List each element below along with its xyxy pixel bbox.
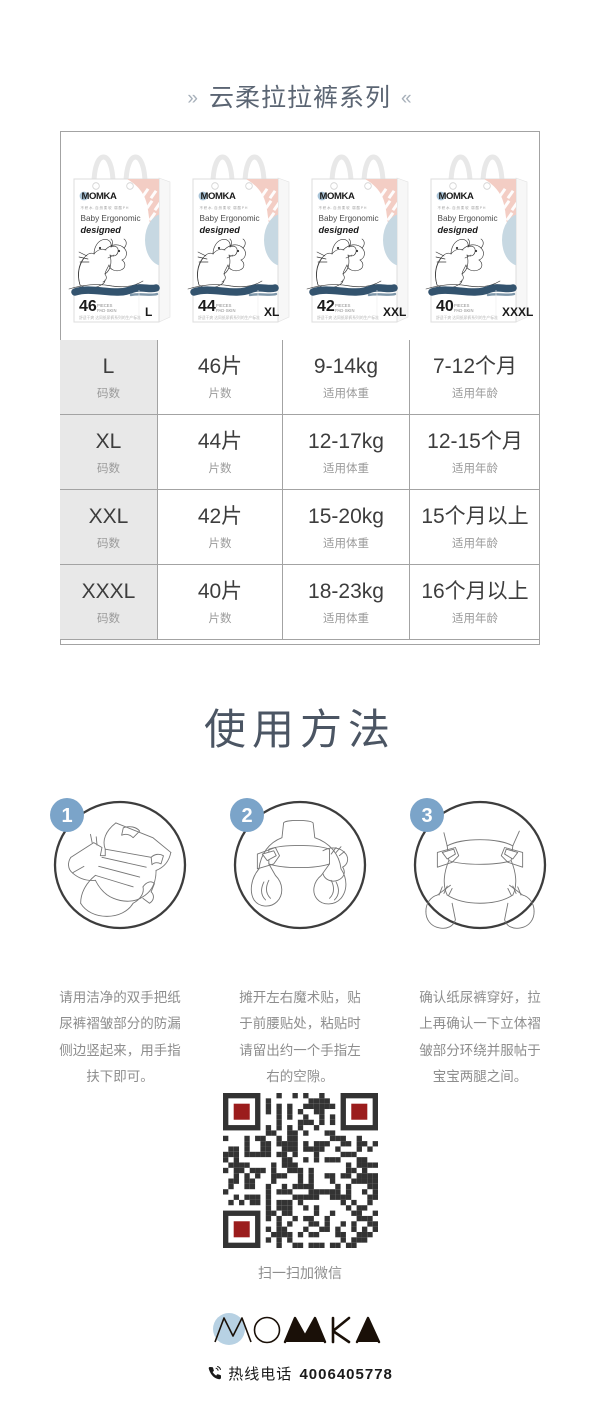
- svg-text:不积水.自然柔软 弱酸PH: 不积水.自然柔软 弱酸PH: [319, 205, 368, 210]
- svg-text:XXXL: XXXL: [502, 305, 533, 319]
- svg-text:不积水.自然柔软 弱酸PH: 不积水.自然柔软 弱酸PH: [438, 205, 487, 210]
- svg-text:3: 3: [421, 805, 432, 827]
- svg-text:PAD·SKIN: PAD·SKIN: [335, 308, 354, 313]
- svg-text:designed: designed: [200, 225, 241, 235]
- svg-text:XXL: XXL: [383, 305, 406, 319]
- svg-text:40: 40: [436, 298, 454, 315]
- svg-text:L: L: [145, 305, 152, 319]
- svg-text:46: 46: [79, 298, 97, 315]
- svg-text:44: 44: [198, 298, 216, 315]
- svg-text:2: 2: [241, 805, 252, 827]
- svg-text:XL: XL: [264, 305, 279, 319]
- svg-text:PAD·SKIN: PAD·SKIN: [454, 308, 473, 313]
- svg-text:designed: designed: [438, 225, 479, 235]
- svg-text:舒适干爽 达同纸尿裤系列的生产标准: 舒适干爽 达同纸尿裤系列的生产标准: [198, 315, 260, 320]
- svg-text:MOMKA: MOMKA: [320, 191, 355, 202]
- svg-text:MOMKA: MOMKA: [439, 191, 474, 202]
- svg-text:PAD·SKIN: PAD·SKIN: [216, 308, 235, 313]
- svg-text:不积水.自然柔软 弱酸PH: 不积水.自然柔软 弱酸PH: [200, 205, 249, 210]
- svg-text:1: 1: [61, 805, 72, 827]
- svg-text:不积水.自然柔软 弱酸PH: 不积水.自然柔软 弱酸PH: [81, 205, 130, 210]
- svg-text:42: 42: [317, 298, 335, 315]
- svg-text:PAD·SKIN: PAD·SKIN: [97, 308, 116, 313]
- svg-text:舒适干爽 达同纸尿裤系列的生产标准: 舒适干爽 达同纸尿裤系列的生产标准: [436, 315, 498, 320]
- svg-text:MOMKA: MOMKA: [82, 191, 117, 202]
- svg-text:Baby Ergonomic: Baby Ergonomic: [319, 214, 379, 223]
- svg-text:designed: designed: [319, 225, 360, 235]
- svg-text:Baby Ergonomic: Baby Ergonomic: [438, 214, 498, 223]
- svg-text:Baby Ergonomic: Baby Ergonomic: [81, 214, 141, 223]
- svg-text:MOMKA: MOMKA: [201, 191, 236, 202]
- svg-text:designed: designed: [81, 225, 122, 235]
- svg-text:舒适干爽 达同纸尿裤系列的生产标准: 舒适干爽 达同纸尿裤系列的生产标准: [79, 315, 141, 320]
- svg-text:舒适干爽 达同纸尿裤系列的生产标准: 舒适干爽 达同纸尿裤系列的生产标准: [317, 315, 379, 320]
- svg-text:Baby Ergonomic: Baby Ergonomic: [200, 214, 260, 223]
